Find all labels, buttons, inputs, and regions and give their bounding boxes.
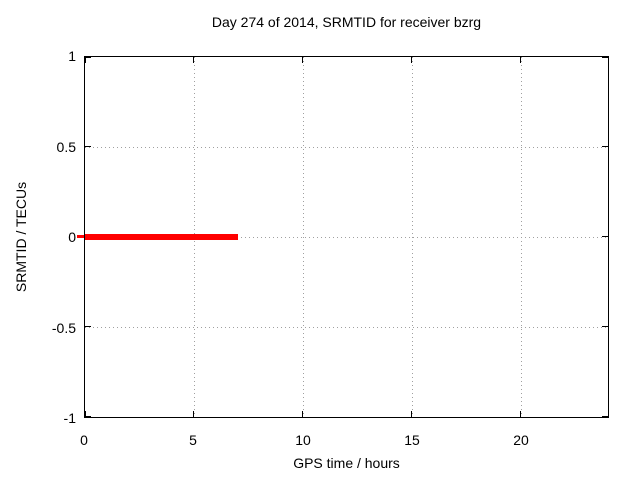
tick-top-15 [410, 57, 412, 63]
x-tick-label-15: 15 [404, 432, 420, 448]
tick-bottom-15 [410, 411, 412, 417]
tick-bottom-0 [85, 411, 86, 417]
gridline-y-0 [85, 237, 608, 238]
gridline-x-15 [411, 57, 413, 417]
tick-right--0.5 [602, 326, 608, 327]
series-srmtid-start-cap [77, 235, 84, 238]
y-tick-label-0: 0 [68, 229, 76, 245]
tick-right--1 [602, 416, 608, 417]
tick-bottom-20 [519, 411, 521, 417]
tick-top-10 [301, 57, 303, 63]
chart-title: Day 274 of 2014, SRMTID for receiver bzr… [211, 14, 482, 30]
x-tick-label-5: 5 [189, 432, 197, 448]
tick-top-20 [519, 57, 521, 63]
y-tick-label-0.5: 0.5 [56, 139, 76, 155]
gridline-y--0.5 [85, 327, 608, 328]
tick-left--1 [85, 416, 91, 417]
tick-right-1 [602, 57, 608, 58]
tick-left-1 [85, 57, 91, 58]
gridline-x-20 [520, 57, 522, 417]
tick-left--0.5 [85, 326, 91, 327]
x-tick-label-0: 0 [80, 432, 88, 448]
x-axis-label: GPS time / hours [293, 455, 400, 471]
plot-area [84, 56, 609, 418]
y-tick-label--1: -1 [63, 410, 76, 426]
x-tick-label-10: 10 [295, 432, 311, 448]
y-tick-label--0.5: -0.5 [51, 320, 76, 336]
tick-right-0.5 [602, 146, 608, 147]
tick-top-5 [192, 57, 194, 63]
tick-bottom-5 [192, 411, 194, 417]
tick-top-0 [85, 57, 86, 63]
y-tick-label-1: 1 [68, 48, 76, 64]
gridline-x-10 [302, 57, 304, 417]
tick-right-0 [602, 236, 608, 237]
gridline-y-0.5 [85, 147, 608, 148]
tick-left-0.5 [85, 146, 91, 147]
tick-bottom-10 [301, 411, 303, 417]
series-srmtid-line [85, 234, 238, 240]
x-tick-label-20: 20 [513, 432, 529, 448]
